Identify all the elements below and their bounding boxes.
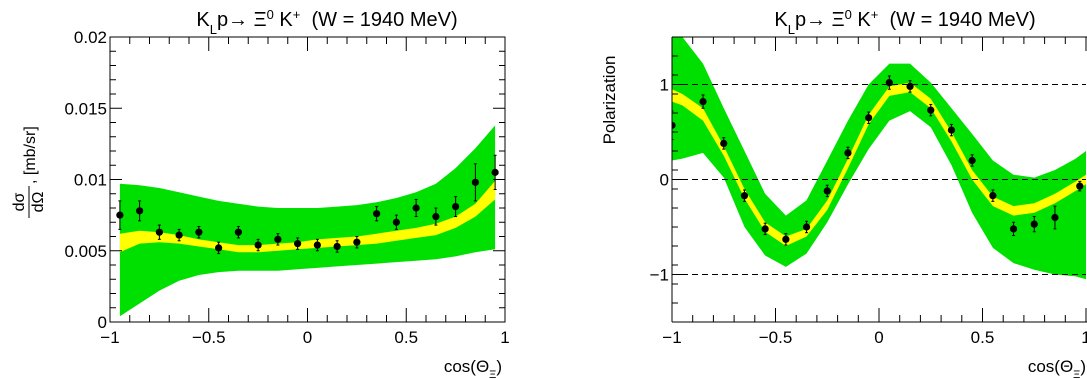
left-y-tick-label-0: 0 — [98, 313, 107, 332]
right-uncertainty-band-outer — [672, 37, 1086, 280]
right-data-point-10 — [885, 79, 893, 87]
right-data-point-15 — [989, 192, 997, 200]
left-data-point-1 — [136, 207, 144, 215]
left-x-tick-label-0: −1 — [100, 328, 119, 347]
left-ylabel-numerator: dσ — [11, 192, 28, 211]
right-chart: KLp→ Ξ0 K+ (W = 1940 MeV) −1 −0.5 0 0.5 1 −1 0… — [600, 7, 1087, 379]
left-x-tick-label-1: −0.5 — [192, 328, 226, 347]
left-ticks: −1 −0.5 0 0.5 1 0 0.005 0.01 0.015 0.02 — [64, 28, 509, 347]
left-clipped-content — [116, 125, 499, 317]
right-plot-area — [672, 37, 1086, 280]
right-clipped-content — [672, 37, 1086, 280]
left-x-tick-label-4: 1 — [500, 328, 509, 347]
right-data-point-18 — [1051, 213, 1059, 222]
left-data-point-17 — [452, 202, 460, 211]
right-data-point-5 — [782, 235, 790, 243]
left-data-point-15 — [412, 204, 420, 212]
left-data-point-8 — [274, 235, 282, 243]
right-x-tick-label-2: 0 — [874, 328, 883, 347]
left-chart-title: KLp→ Ξ0 K+ (W = 1940 MeV) — [196, 7, 457, 37]
left-y-tick-label-2: 0.01 — [74, 171, 107, 190]
left-y-tick-label-3: 0.015 — [64, 99, 107, 118]
left-uncertainty-band-inner — [119, 180, 496, 253]
right-x-axis-label: cos(ΘΞ) — [1028, 357, 1086, 379]
right-x-tick-label-1: −0.5 — [759, 328, 793, 347]
left-y-tick-label-1: 0.005 — [64, 242, 107, 261]
left-data-point-13 — [373, 210, 381, 218]
left-data-point-14 — [392, 218, 400, 226]
right-data-point-11 — [906, 82, 914, 90]
right-data-point-2 — [720, 139, 728, 147]
left-ylabel-denominator: dΩ — [30, 192, 47, 213]
left-data-point-16 — [432, 212, 440, 221]
right-chart-title: KLp→ Ξ0 K+ (W = 1940 MeV) — [774, 7, 1035, 37]
right-data-point-17 — [1030, 220, 1038, 228]
left-data-point-0 — [116, 211, 124, 219]
left-data-point-10 — [313, 241, 321, 249]
right-data-point-13 — [947, 126, 956, 134]
left-plot-area — [116, 125, 499, 317]
left-data-point-2 — [155, 228, 163, 236]
right-y-axis-label: Polarization — [600, 56, 619, 145]
right-data-point-14 — [968, 156, 976, 165]
right-data-point-0 — [672, 121, 676, 129]
left-chart: KLp→ Ξ0 K+ (W = 1940 MeV) −1 −0.5 0 0.5 1 0 0.… — [11, 7, 510, 379]
left-data-point-19 — [491, 168, 499, 176]
right-data-point-7 — [823, 187, 831, 195]
right-data-point-3 — [740, 192, 749, 200]
left-uncertainty-band-outer — [119, 125, 496, 317]
left-data-point-4 — [195, 228, 203, 236]
right-data-point-1 — [699, 98, 707, 106]
left-data-point-3 — [175, 231, 183, 239]
right-data-point-16 — [1009, 225, 1018, 233]
left-ylabel-unit: , [mb/sr] — [22, 126, 39, 184]
right-x-tick-label-3: 0.5 — [971, 328, 995, 347]
right-data-point-4 — [761, 225, 769, 233]
left-data-point-7 — [254, 241, 262, 249]
left-data-point-6 — [234, 228, 242, 236]
left-y-tick-label-4: 0.02 — [74, 28, 107, 47]
left-data-point-18 — [471, 178, 479, 186]
left-x-tick-label-3: 0.5 — [394, 328, 418, 347]
right-x-tick-label-0: −1 — [662, 328, 681, 347]
left-data-point-5 — [215, 244, 223, 252]
left-data-point-9 — [294, 240, 302, 248]
right-data-point-8 — [844, 149, 852, 157]
right-data-point-12 — [927, 106, 935, 114]
right-y-tick-label-1: 0 — [660, 171, 669, 190]
left-x-axis-label: cos(ΘΞ) — [444, 357, 502, 379]
right-ticks: −1 −0.5 0 0.5 1 −1 0 1 — [650, 37, 1087, 347]
left-data-point-11 — [333, 242, 341, 251]
left-x-tick-label-2: 0 — [303, 328, 312, 347]
right-x-tick-label-4: 1 — [1081, 328, 1087, 347]
left-y-axis-label: dσ dΩ , [mb/sr] — [11, 126, 47, 218]
right-y-tick-label-0: −1 — [650, 266, 669, 285]
right-y-tick-label-2: 1 — [660, 76, 669, 95]
right-data-point-6 — [802, 223, 811, 231]
right-data-point-19 — [1076, 182, 1084, 190]
left-data-point-12 — [353, 238, 361, 246]
right-data-point-9 — [865, 114, 873, 122]
